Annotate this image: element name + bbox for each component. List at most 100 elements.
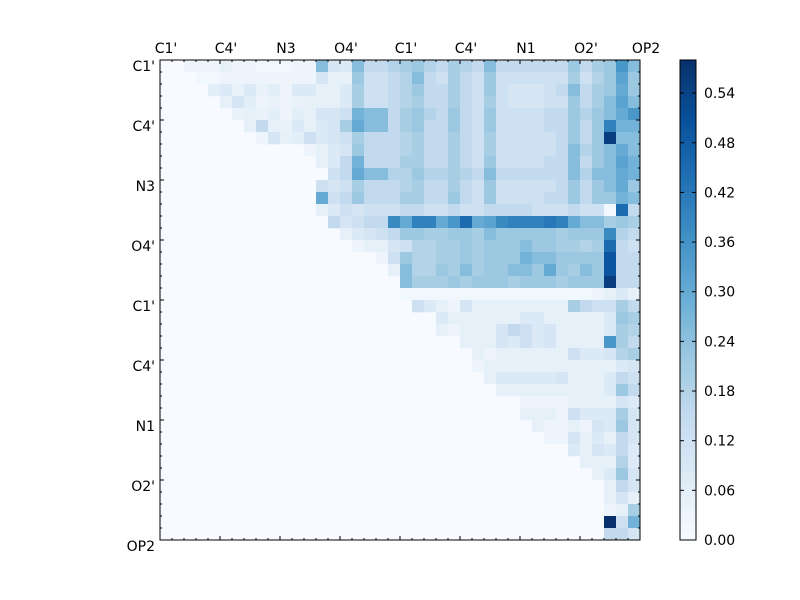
heatmap-cell — [604, 492, 617, 505]
heatmap-cell — [604, 144, 617, 157]
heatmap-cell — [388, 204, 401, 217]
heatmap-cell — [520, 240, 533, 253]
heatmap-cell — [244, 60, 257, 73]
heatmap-cell — [580, 312, 593, 325]
heatmap-cell — [472, 264, 485, 277]
x-tick-label: C4' — [455, 41, 478, 57]
heatmap-cell — [604, 240, 617, 253]
heatmap-cell — [424, 168, 437, 181]
heatmap-cell — [544, 312, 557, 325]
heatmap-cell — [484, 240, 497, 253]
heatmap-cell — [412, 120, 425, 133]
heatmap-cell — [232, 96, 245, 109]
heatmap-cell — [460, 108, 473, 121]
heatmap-cell — [628, 72, 641, 85]
heatmap-cell — [568, 84, 581, 97]
heatmap-cell — [304, 72, 317, 85]
heatmap-cell — [412, 216, 425, 229]
heatmap-cell — [472, 96, 485, 109]
heatmap-cell — [544, 288, 557, 301]
heatmap-cell — [544, 60, 557, 73]
heatmap-cell — [364, 192, 377, 205]
heatmap-cell — [424, 120, 437, 133]
heatmap-cell — [268, 108, 281, 121]
heatmap-cell — [496, 72, 509, 85]
heatmap-cell — [604, 396, 617, 409]
heatmap-cell — [484, 144, 497, 157]
heatmap-cell — [460, 312, 473, 325]
heatmap-cell — [424, 156, 437, 169]
heatmap-cell — [580, 204, 593, 217]
heatmap-cell — [220, 84, 233, 97]
heatmap-cell — [616, 240, 629, 253]
heatmap-cell — [568, 288, 581, 301]
heatmap-cell — [376, 180, 389, 193]
heatmap-cell — [316, 72, 329, 85]
heatmap-cell — [388, 132, 401, 145]
heatmap-cell — [424, 132, 437, 145]
heatmap-cell — [256, 60, 269, 73]
heatmap-cell — [508, 144, 521, 157]
heatmap-cell — [568, 384, 581, 397]
heatmap-cell — [304, 120, 317, 133]
heatmap-cell — [604, 528, 617, 541]
heatmap-cell — [508, 360, 521, 373]
heatmap-cell — [628, 336, 641, 349]
heatmap-cell — [400, 216, 413, 229]
heatmap-cell — [400, 240, 413, 253]
heatmap-cell — [196, 60, 209, 73]
heatmap-cell — [472, 276, 485, 289]
heatmap-cells — [160, 60, 641, 541]
heatmap-cell — [484, 276, 497, 289]
heatmap-cell — [568, 312, 581, 325]
heatmap-cell — [604, 432, 617, 445]
heatmap-cell — [616, 444, 629, 457]
heatmap-cell — [376, 144, 389, 157]
heatmap-cell — [580, 408, 593, 421]
heatmap-cell — [292, 72, 305, 85]
heatmap-cell — [496, 84, 509, 97]
heatmap-cell — [580, 420, 593, 433]
heatmap-cell — [592, 444, 605, 457]
heatmap-cell — [592, 108, 605, 121]
heatmap-cell — [568, 432, 581, 445]
heatmap-cell — [568, 144, 581, 157]
heatmap-cell — [436, 180, 449, 193]
heatmap-cell — [604, 228, 617, 241]
heatmap-cell — [340, 180, 353, 193]
heatmap-cell — [424, 264, 437, 277]
heatmap-cell — [448, 156, 461, 169]
heatmap-cell — [616, 60, 629, 73]
heatmap-cell — [604, 192, 617, 205]
heatmap-cell — [316, 144, 329, 157]
heatmap-cell — [448, 60, 461, 73]
heatmap-cell — [616, 372, 629, 385]
x-tick-label: C4' — [215, 41, 238, 57]
heatmap-cell — [628, 384, 641, 397]
heatmap-cell — [472, 204, 485, 217]
heatmap-cell — [460, 324, 473, 337]
heatmap-cell — [364, 204, 377, 217]
heatmap-cell — [616, 480, 629, 493]
heatmap-cell — [460, 84, 473, 97]
heatmap-cell — [544, 300, 557, 313]
heatmap-cell — [556, 336, 569, 349]
heatmap-cell — [220, 60, 233, 73]
heatmap-cell — [424, 252, 437, 265]
heatmap-cell — [568, 348, 581, 361]
heatmap-cell — [532, 144, 545, 157]
heatmap-cell — [316, 60, 329, 73]
heatmap-cell — [460, 144, 473, 157]
heatmap-cell — [436, 300, 449, 313]
heatmap-cell — [472, 348, 485, 361]
heatmap-cell — [532, 396, 545, 409]
heatmap-cell — [436, 264, 449, 277]
heatmap-cell — [616, 504, 629, 517]
heatmap-cell — [628, 504, 641, 517]
heatmap-cell — [460, 156, 473, 169]
heatmap-cell — [544, 228, 557, 241]
heatmap-cell — [592, 408, 605, 421]
heatmap-cell — [484, 108, 497, 121]
heatmap-cell — [220, 72, 233, 85]
heatmap-cell — [604, 384, 617, 397]
